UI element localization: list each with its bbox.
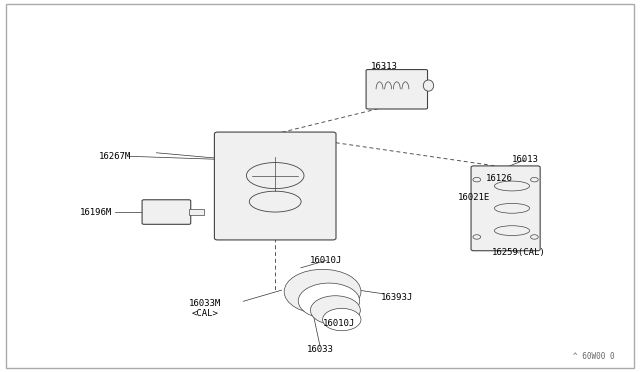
Text: 16267M: 16267M (99, 152, 131, 161)
Text: 16196M: 16196M (80, 208, 112, 217)
Ellipse shape (298, 283, 360, 319)
Bar (189, 209, 205, 215)
Text: 16033: 16033 (307, 345, 333, 354)
Text: 16033M
<CAL>: 16033M <CAL> (189, 299, 221, 318)
FancyBboxPatch shape (214, 132, 336, 240)
Text: 16126: 16126 (486, 174, 513, 183)
Ellipse shape (323, 308, 361, 331)
Text: 16010J: 16010J (310, 256, 342, 265)
Text: 16313: 16313 (371, 62, 397, 71)
FancyBboxPatch shape (471, 166, 540, 251)
Ellipse shape (423, 80, 434, 91)
FancyBboxPatch shape (366, 70, 428, 109)
Text: ^ 60W00 0: ^ 60W00 0 (573, 352, 614, 361)
Ellipse shape (310, 296, 360, 325)
Text: 16393J: 16393J (381, 293, 413, 302)
Text: 16013: 16013 (511, 155, 538, 164)
FancyBboxPatch shape (142, 200, 191, 224)
Text: 16259(CAL): 16259(CAL) (492, 248, 545, 257)
Text: 16021E: 16021E (458, 193, 490, 202)
Text: 16010J: 16010J (323, 319, 355, 328)
Ellipse shape (284, 269, 361, 314)
